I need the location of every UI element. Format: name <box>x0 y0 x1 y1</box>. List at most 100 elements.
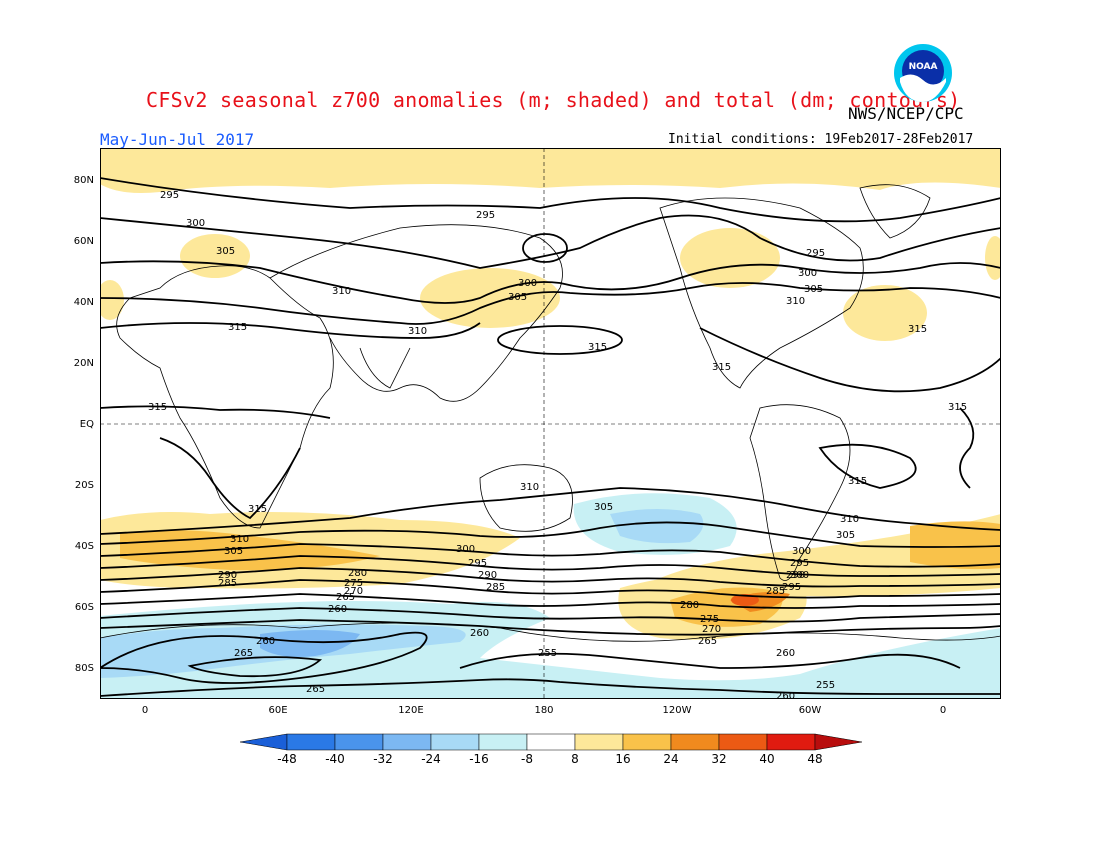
contour-label: 260 <box>256 636 275 647</box>
colorbar-swatch <box>478 733 528 751</box>
contour-label: 260 <box>328 604 347 615</box>
colorbar-swatch <box>240 733 288 751</box>
contour-label: 255 <box>538 648 557 659</box>
initial-conditions: Initial conditions: 19Feb2017-28Feb2017 <box>668 132 974 147</box>
lat-label: 40S <box>74 541 94 552</box>
map-frame <box>100 148 1001 699</box>
colorbar-label: -24 <box>421 752 441 766</box>
contour-label: 290 <box>478 570 497 581</box>
contour-label: 315 <box>712 362 731 373</box>
contour-label: 295 <box>468 558 487 569</box>
colorbar-label: -32 <box>373 752 393 766</box>
contour-label-group: 295 295 300 305 310 315 310 300 305 315 … <box>148 190 967 699</box>
contour-label: 275 <box>344 578 363 589</box>
contour-label: 285 <box>766 586 785 597</box>
contour-label: 305 <box>508 292 527 303</box>
logo-text: NOAA <box>909 62 938 72</box>
contour-label: 295 <box>806 248 825 259</box>
contour-label: 260 <box>776 691 795 699</box>
contour-label: 315 <box>848 476 867 487</box>
colorbar-swatch <box>766 733 816 751</box>
noaa-logo: NOAA <box>894 44 952 102</box>
lat-label: 60N <box>73 236 94 247</box>
contour-label: 295 <box>160 190 179 201</box>
contour-label: 315 <box>948 402 967 413</box>
contour-label: 260 <box>776 648 795 659</box>
contour-label: 300 <box>798 268 817 279</box>
colorbar-label: -48 <box>277 752 297 766</box>
height-contours <box>100 177 1001 697</box>
colorbar-label: -8 <box>521 752 533 766</box>
contour-label: 275 <box>700 614 719 625</box>
contour-label: 280 <box>680 600 699 611</box>
contour-label: 295 <box>790 558 809 569</box>
contour-label: 285 <box>486 582 505 593</box>
lon-label: 0 <box>939 705 947 716</box>
contour-label: 310 <box>786 296 805 307</box>
contour-label: 300 <box>790 570 809 581</box>
colorbar-swatch <box>574 733 624 751</box>
contour-label: 265 <box>234 648 253 659</box>
contour-label: 315 <box>228 322 247 333</box>
contour-label: 265 <box>336 592 355 603</box>
colorbar-swatch <box>430 733 480 751</box>
colorbar-swatch <box>718 733 768 751</box>
colorbar-swatch <box>382 733 432 751</box>
map-panel: 295 295 300 305 310 315 310 300 305 315 … <box>100 148 1001 699</box>
agency-label: NWS/NCEP/CPC <box>848 104 964 123</box>
contour-label: 290 <box>218 570 237 581</box>
colorbar-swatch <box>334 733 384 751</box>
coastlines <box>100 184 1001 642</box>
colorbar-swatch <box>622 733 672 751</box>
lon-label: 60E <box>268 705 288 716</box>
contour-label: 310 <box>332 286 351 297</box>
contour-label: 260 <box>470 628 489 639</box>
lat-label: 60S <box>74 602 94 613</box>
contour-label: 295 <box>782 582 801 593</box>
contour-label: 305 <box>216 246 235 257</box>
colorbar-label: -40 <box>325 752 345 766</box>
contour-label: 315 <box>148 402 167 413</box>
colorbar-label: 40 <box>759 752 775 766</box>
lat-label: 40N <box>73 297 94 308</box>
colorbar-swatch <box>670 733 720 751</box>
contour-label: 315 <box>248 504 267 515</box>
contour-label: 300 <box>456 544 475 555</box>
colorbar <box>240 733 862 751</box>
colorbar-label: 32 <box>711 752 727 766</box>
contour-label: 315 <box>908 324 927 335</box>
contour-label: 265 <box>698 636 717 647</box>
lon-label: 120W <box>662 705 692 716</box>
contour-label: 305 <box>804 284 823 295</box>
lat-label: 80N <box>73 175 94 186</box>
reference-lines <box>100 148 1001 699</box>
contour-label: 305 <box>224 546 243 557</box>
lon-label: 180 <box>534 705 554 716</box>
lon-label: 0 <box>141 705 149 716</box>
contour-label: 305 <box>836 530 855 541</box>
colorbar-label: -16 <box>469 752 489 766</box>
colorbar-swatch <box>814 733 862 751</box>
contour-label: 265 <box>306 684 325 695</box>
colorbar-label: 16 <box>615 752 631 766</box>
contour-label: 300 <box>518 278 537 289</box>
contour-label: 310 <box>520 482 539 493</box>
contour-label: 315 <box>588 342 607 353</box>
contour-label: 295 <box>476 210 495 221</box>
contour-label: 310 <box>840 514 859 525</box>
colorbar-label: 8 <box>571 752 579 766</box>
contour-label: 255 <box>816 680 835 691</box>
lon-label: 120E <box>398 705 424 716</box>
contour-label: 305 <box>594 502 613 513</box>
positive-anomaly-shading <box>100 148 1001 640</box>
forecast-period: May-Jun-Jul 2017 <box>100 130 255 149</box>
colorbar-swatch <box>526 733 576 751</box>
contour-label: 290 <box>786 570 805 581</box>
lon-label: 60W <box>798 705 822 716</box>
lat-label: 80S <box>74 663 94 674</box>
contour-label: 270 <box>702 624 721 635</box>
contour-label: 285 <box>218 578 237 589</box>
contour-label: 300 <box>792 546 811 557</box>
contour-label: 270 <box>344 586 363 597</box>
contour-label: 310 <box>408 326 427 337</box>
